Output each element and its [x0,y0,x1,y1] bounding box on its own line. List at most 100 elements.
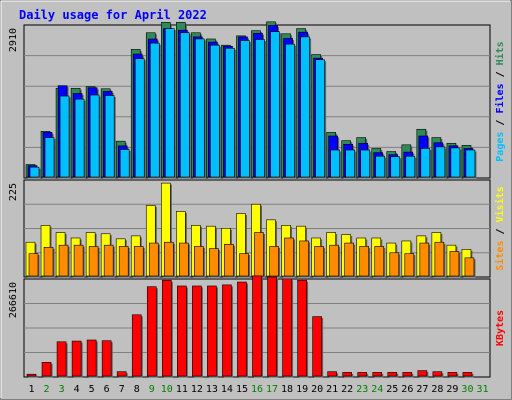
x-tick-label-day-3: 3 [59,384,65,395]
bar-visits-sites-sites-day-8 [133,246,144,277]
bar-visits-sites-sites-day-14 [224,244,234,277]
bar-visits-sites-sites-day-17 [269,246,279,277]
bar-pages-files-hits-pages-day-15 [240,40,250,178]
bar-visits-sites-sites-day-20 [314,246,324,277]
bar-pages-files-hits-pages-day-20 [315,59,325,178]
x-tick-label-day-28: 28 [431,384,443,395]
x-tick-label-day-1: 1 [29,384,35,395]
bar-visits-sites-sites-day-19 [299,240,309,277]
bar-kbytes-kbytes-day-12 [192,285,202,377]
bar-kbytes-kbytes-day-19 [297,279,307,377]
x-tick-label-day-16: 16 [251,384,263,395]
label-separator: / [495,222,506,240]
bar-pages-files-hits-pages-day-14 [225,48,235,178]
x-tick-label-day-31: 31 [476,384,488,395]
bar-pages-files-hits-pages-day-23 [360,149,371,178]
bar-visits-sites-sites-day-11 [179,242,189,277]
bar-pages-files-hits-pages-day-6 [104,95,115,178]
x-tick-label-day-25: 25 [386,384,398,395]
bar-kbytes-kbytes-day-24 [372,372,383,377]
bar-pages-files-hits-pages-day-27 [420,148,431,178]
bar-pages-files-hits-pages-day-26 [405,155,416,178]
bar-kbytes-kbytes-day-1 [26,373,37,377]
bar-pages-files-hits-pages-day-13 [210,44,220,178]
label-separator: / [495,65,506,83]
x-tick-label-day-6: 6 [104,384,110,395]
x-tick-label-day-24: 24 [371,384,383,395]
bar-visits-sites-sites-day-12 [194,246,204,277]
bar-kbytes-kbytes-day-30 [462,372,473,377]
x-tick-label-day-9: 9 [149,384,155,395]
bar-pages-files-hits-pages-day-25 [390,156,401,178]
bar-kbytes-kbytes-day-3 [56,341,67,377]
x-tick-label-day-4: 4 [74,384,80,395]
bar-kbytes-kbytes-day-15 [237,281,247,377]
bar-pages-files-hits-pages-day-22 [345,149,355,178]
bar-shadow [28,375,38,378]
bar-visits-sites-sites-day-24 [374,246,385,277]
bar-pages-files-hits-pages-day-24 [375,155,386,178]
bar-kbytes-kbytes-day-2 [41,362,52,377]
x-tick-label-day-7: 7 [119,384,125,395]
bar-kbytes-kbytes-day-21 [327,371,337,377]
bar-kbytes-kbytes-day-23 [357,372,368,377]
x-tick-label-day-10: 10 [161,384,173,395]
series-axis-label-2: KBytes [495,310,506,346]
x-tick-label-day-27: 27 [416,384,428,395]
bar-kbytes-kbytes-day-6 [101,340,112,377]
bar-pages-files-hits-pages-day-2 [44,137,55,178]
ymax-label-kbytes: 266610 [8,282,19,318]
series-label-0: Sites [494,241,506,271]
bar-kbytes-kbytes-day-28 [432,371,443,377]
series-label-1: Visits [494,186,506,222]
bar-visits-sites-sites-day-26 [404,253,415,277]
bar-visits-sites-sites-day-6 [103,244,114,277]
bar-kbytes-kbytes-day-17 [267,276,277,377]
bar-pages-files-hits-pages-day-17 [270,31,280,178]
bar-pages-files-hits-pages-day-21 [330,149,340,178]
bar-visits-sites-sites-day-30 [464,257,475,277]
bar-pages-files-hits-pages-day-1 [29,166,40,178]
bar-visits-sites-sites-day-10 [163,241,174,277]
bar-visits-sites-sites-day-2 [43,246,54,277]
bar-visits-sites-sites-day-1 [28,253,39,277]
series-label-2: Hits [494,41,506,65]
bar-pages-files-hits-pages-day-3 [59,95,70,178]
bar-visits-sites-sites-day-3 [58,244,69,277]
x-tick-label-day-8: 8 [134,384,140,395]
bar-pages-files-hits-pages-day-29 [450,147,461,178]
bar-kbytes-kbytes-day-14 [222,284,232,377]
series-axis-label-1: Sites / Visits [494,186,506,270]
bar-visits-sites-sites-day-25 [389,252,400,277]
bar-pages-files-hits-pages-day-18 [285,43,295,178]
x-tick-label-day-20: 20 [311,384,323,395]
x-tick-label-day-30: 30 [461,384,473,395]
bar-visits-sites-sites-day-4 [73,244,84,277]
bar-kbytes-kbytes-day-26 [402,372,413,377]
bar-kbytes-kbytes-day-8 [131,314,142,377]
series-label-0: Pages [495,132,506,162]
bar-visits-sites-sites-day-18 [284,237,294,277]
bar-pages-files-hits-pages-day-10 [164,28,175,178]
bar-pages-files-hits-pages-day-30 [465,149,476,178]
x-tick-label-day-18: 18 [281,384,293,395]
bar-visits-sites-sites-day-16 [254,232,264,277]
bar-kbytes-kbytes-day-10 [161,279,172,377]
bar-visits-sites-sites-day-29 [449,251,460,277]
bar-pages-files-hits-pages-day-8 [134,58,145,178]
x-tick-label-day-17: 17 [266,384,278,395]
bar-kbytes-kbytes-day-9 [146,286,157,377]
bar-visits-sites-sites-day-15 [239,253,249,277]
bar-visits-sites-sites-day-23 [359,246,370,277]
bar-kbytes-kbytes-day-27 [417,370,428,377]
bar-visits-sites-sites-day-7 [118,246,129,277]
bar-visits-sites-sites-day-9 [148,242,159,277]
bar-kbytes-kbytes-day-13 [207,285,217,377]
bar-kbytes-kbytes-day-22 [342,372,352,377]
x-tick-label-day-22: 22 [341,384,353,395]
chart-title: Daily usage for April 2022 [19,8,207,22]
bar-pages-files-hits-pages-day-16 [255,39,265,178]
bar-pages-files-hits-pages-day-28 [435,146,446,178]
